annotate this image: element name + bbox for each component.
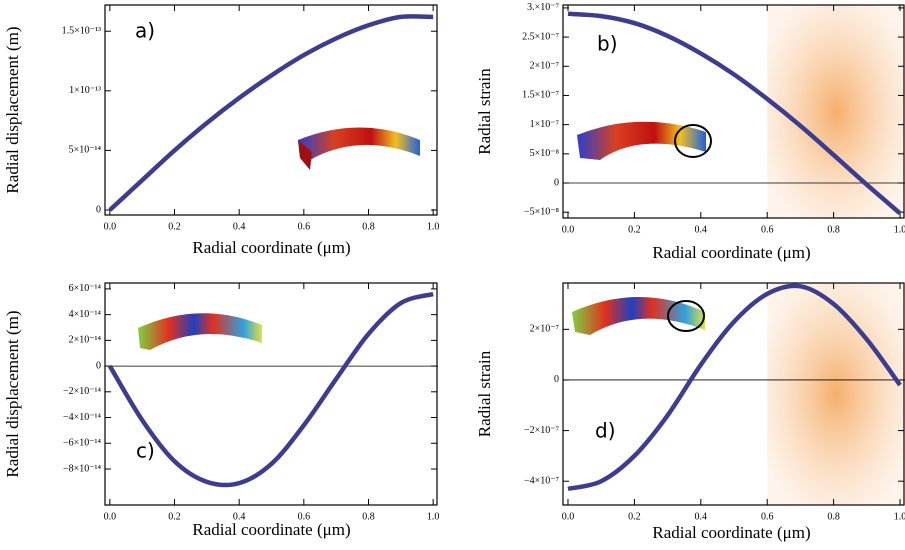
y-axis-label: Radial strain	[475, 350, 494, 437]
data-line	[567, 11, 902, 216]
highlight-region	[767, 283, 905, 505]
y-tick-label: 1.5×10⁻¹³	[62, 26, 101, 37]
y-axis-label: Radial displacement (m)	[3, 26, 22, 193]
data-line	[567, 283, 902, 492]
data-line	[108, 14, 434, 212]
panel-label: c)	[136, 439, 155, 463]
y-tick-label: −2×10⁻¹⁴	[63, 386, 102, 397]
inset-3d-model	[572, 297, 705, 335]
y-tick-label: 1.5×10⁻⁷	[522, 90, 559, 101]
panel-label: d)	[595, 419, 616, 443]
y-tick-label: −4×10⁻⁷	[524, 476, 560, 487]
y-tick-label: 3.×10⁻⁷	[527, 2, 559, 13]
y-tick-label: 0	[96, 360, 101, 371]
y-tick-label: −4×10⁻¹⁴	[63, 412, 102, 423]
x-tick-label: 0.6	[298, 511, 311, 522]
x-axis-label: Radial coordinate (μm)	[192, 238, 350, 257]
x-tick-label: 0.4	[233, 511, 246, 522]
x-tick-label: 1.0	[894, 511, 905, 522]
panel-label: a)	[135, 19, 155, 43]
y-tick-label: 1×10⁻¹³	[69, 85, 101, 96]
panel: 0.0 0.2 0.4 0.6 0.8 1.0 −8×10⁻¹⁴ −6×10⁻¹⁴ −4×10⁻…	[3, 282, 440, 539]
y-tick-label: −8×10⁻¹⁴	[63, 463, 102, 474]
y-tick-label: −2×10⁻⁷	[524, 425, 560, 436]
y-tick-label: 0	[554, 374, 559, 385]
highlight-region	[767, 5, 905, 218]
y-tick-label: 5×10⁻⁸	[530, 148, 560, 159]
y-axis-label: Radial displacement (m)	[3, 310, 22, 477]
x-tick-label: 0.6	[761, 224, 774, 235]
y-tick-label: 2×10⁻¹⁴	[69, 335, 102, 346]
x-tick-label: 1.0	[894, 224, 905, 235]
x-axis-label: Radial coordinate (μm)	[192, 520, 350, 539]
y-tick-label: 6×10⁻¹⁴	[69, 283, 102, 294]
x-tick-label: 0.0	[562, 511, 575, 522]
x-tick-label: 0.8	[827, 224, 840, 235]
x-tick-label: 0.0	[104, 511, 117, 522]
x-tick-label: 0.6	[298, 221, 311, 232]
inset-3d-model	[298, 127, 420, 160]
y-tick-label: −6×10⁻¹⁴	[63, 438, 102, 449]
x-axis-label: Radial coordinate (μm)	[652, 523, 810, 542]
x-tick-label: 0.2	[168, 221, 181, 232]
y-axis-label: Radial strain	[475, 68, 494, 155]
inset-highlight	[667, 300, 705, 332]
x-tick-label: 1.0	[427, 511, 440, 522]
y-tick-label: 5×10⁻¹⁴	[69, 145, 102, 156]
panel: 0.0 0.2 0.4 0.6 0.8 1.0 0 5×10⁻¹⁴ 1×10⁻¹³ 1.5×10⁻…	[3, 4, 440, 257]
x-axis-label: Radial coordinate (μm)	[652, 243, 810, 262]
plot-frame	[104, 282, 438, 506]
y-tick-label: 2×10⁻⁷	[530, 324, 560, 335]
x-tick-label: 0.0	[104, 221, 117, 232]
x-tick-label: 0.4	[695, 511, 708, 522]
y-tick-label: 4×10⁻¹⁴	[69, 309, 102, 320]
plot-frame	[562, 282, 905, 506]
inset-3d-model	[138, 313, 262, 350]
insets	[138, 121, 712, 350]
inset-3d-model	[298, 140, 312, 170]
x-tick-label: 1.0	[427, 221, 440, 232]
y-tick-label: 1×10⁻⁷	[530, 119, 560, 130]
plots: 0.0 0.2 0.4 0.6 0.8 1.0 0 5×10⁻¹⁴ 1×10⁻¹³ 1.5×10⁻…	[3, 2, 905, 542]
inset-3d-model	[577, 121, 706, 160]
y-tick-label: 0	[96, 204, 101, 215]
x-tick-label: 0.2	[168, 511, 181, 522]
y-tick-label: −5×10⁻⁸	[524, 206, 560, 217]
y-tick-label: 0	[554, 177, 559, 188]
x-tick-label: 0.4	[695, 224, 708, 235]
y-tick-label: 2.5×10⁻⁷	[522, 31, 559, 42]
panel-label: b)	[597, 32, 618, 56]
x-tick-label: 0.2	[628, 511, 641, 522]
y-tick-label: 2×10⁻⁷	[530, 61, 560, 72]
x-tick-label: 0.6	[761, 511, 774, 522]
x-tick-label: 0.8	[362, 511, 375, 522]
inset-highlight	[674, 124, 712, 158]
panel: 0.0 0.2 0.4 0.6 0.8 1.0 −4×10⁻⁷ −2×10⁻⁷ 0 2×10⁻⁷ R…	[475, 282, 905, 542]
data-line	[107, 291, 434, 488]
x-tick-label: 0.8	[827, 511, 840, 522]
plot-frame	[104, 4, 438, 216]
plot-frame	[562, 4, 905, 219]
x-tick-label: 0.4	[233, 221, 246, 232]
x-tick-label: 0.0	[562, 224, 575, 235]
x-tick-label: 0.8	[362, 221, 375, 232]
x-tick-label: 0.2	[628, 224, 641, 235]
panel: 0.0 0.2 0.4 0.6 0.8 1.0 −5×10⁻⁸ 0 5×10⁻⁸ 1×10⁻⁷ 1.…	[475, 2, 905, 262]
